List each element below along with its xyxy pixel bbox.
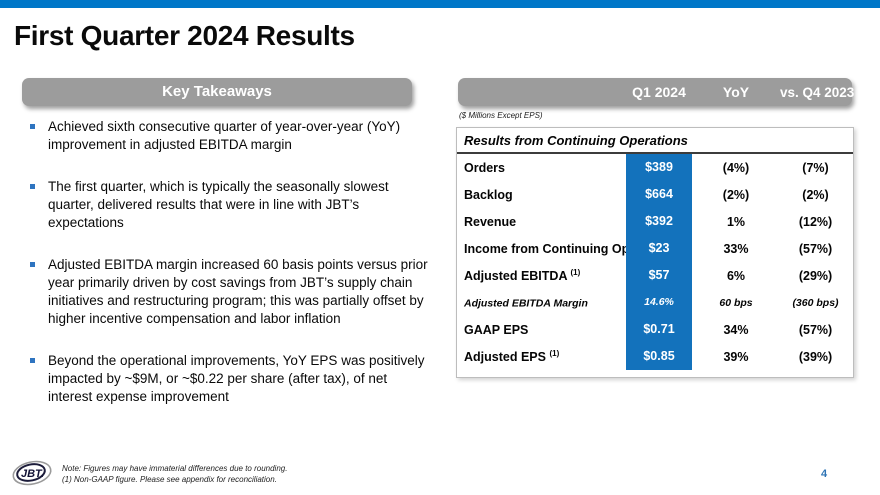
- row-label: Backlog: [464, 188, 513, 203]
- row-q1-value: $392: [626, 208, 692, 235]
- column-header-yoy: YoY: [722, 84, 750, 100]
- page-number: 4: [820, 468, 828, 480]
- row-vsq4-value: (29%): [798, 268, 833, 283]
- column-header-q1-2024: Q1 2024: [632, 84, 686, 100]
- row-label: Adjusted EBITDA (1): [464, 267, 581, 284]
- row-vsq4-value: (2%): [802, 187, 829, 202]
- table-row-orders: Orders $389 (4%) (7%): [457, 154, 853, 181]
- row-q1-value: $389: [626, 154, 692, 181]
- top-accent-bar: [0, 0, 880, 8]
- row-vsq4-value: (360 bps): [792, 296, 839, 309]
- row-yoy-value: 1%: [726, 214, 746, 229]
- list-item: Beyond the operational improvements, YoY…: [28, 352, 432, 406]
- row-q1-value: 14.6%: [626, 289, 692, 316]
- row-label: Adjusted EPS (1): [464, 348, 560, 365]
- table-section-title: Results from Continuing Operations: [457, 128, 853, 154]
- results-column-header-bar: Q1 2024 YoY vs. Q4 2023: [458, 78, 855, 106]
- table-row-adjusted-ebitda-margin: Adjusted EBITDA Margin 14.6% 60 bps (360…: [457, 289, 853, 316]
- key-takeaways-header: Key Takeaways: [22, 78, 412, 106]
- results-table: Results from Continuing Operations Order…: [456, 127, 854, 378]
- table-row-adjusted-ebitda: Adjusted EBITDA (1) $57 6% (29%): [457, 262, 853, 289]
- row-label: Orders: [464, 161, 505, 176]
- key-takeaways-list: Achieved sixth consecutive quarter of ye…: [28, 118, 432, 430]
- row-yoy-value: (2%): [722, 187, 750, 202]
- row-yoy-value: 34%: [723, 322, 749, 337]
- row-yoy-value: 60 bps: [719, 296, 753, 309]
- bullet-text: Beyond the operational improvements, YoY…: [48, 353, 425, 404]
- row-vsq4-value: (12%): [798, 214, 833, 229]
- column-header-vs-q4-2023: vs. Q4 2023: [780, 84, 855, 100]
- row-yoy-value: 39%: [723, 349, 749, 364]
- row-q1-value: $664: [626, 181, 692, 208]
- footnote-line-2: (1) Non-GAAP figure. Please see appendix…: [62, 475, 277, 484]
- row-label: Income from Continuing Ops.: [464, 242, 640, 257]
- row-vsq4-value: (39%): [798, 349, 833, 364]
- row-q1-value: $0.71: [626, 316, 692, 343]
- table-row-adjusted-eps: Adjusted EPS (1) $0.85 39% (39%): [457, 343, 853, 370]
- svg-text:JBT.: JBT.: [21, 468, 44, 480]
- row-vsq4-value: (7%): [802, 160, 829, 175]
- list-item: Achieved sixth consecutive quarter of ye…: [28, 118, 432, 154]
- table-row-gaap-eps: GAAP EPS $0.71 34% (57%): [457, 316, 853, 343]
- row-yoy-value: 6%: [726, 268, 746, 283]
- row-vsq4-value: (57%): [798, 322, 833, 337]
- bullet-square-icon: [30, 358, 35, 363]
- row-label: GAAP EPS: [464, 323, 529, 338]
- bullet-square-icon: [30, 184, 35, 189]
- row-vsq4-value: (57%): [798, 241, 833, 256]
- row-label: Adjusted EBITDA Margin: [464, 297, 588, 310]
- table-row-revenue: Revenue $392 1% (12%): [457, 208, 853, 235]
- bullet-text: Adjusted EBITDA margin increased 60 basi…: [48, 257, 428, 326]
- units-note: ($ Millions Except EPS): [459, 111, 543, 120]
- row-yoy-value: 33%: [723, 241, 749, 256]
- page-title: First Quarter 2024 Results: [14, 20, 355, 51]
- row-q1-value: $57: [626, 262, 692, 289]
- table-row-backlog: Backlog $664 (2%) (2%): [457, 181, 853, 208]
- bullet-text: Achieved sixth consecutive quarter of ye…: [48, 119, 401, 152]
- bullet-text: The first quarter, which is typically th…: [48, 179, 389, 230]
- row-yoy-value: (4%): [722, 160, 750, 175]
- bullet-square-icon: [30, 124, 35, 129]
- row-q1-value: $23: [626, 235, 692, 262]
- footnote-line-1: Note: Figures may have immaterial differ…: [62, 464, 288, 473]
- bullet-square-icon: [30, 262, 35, 267]
- list-item: Adjusted EBITDA margin increased 60 basi…: [28, 256, 432, 328]
- jbt-logo-icon: JBT.: [12, 460, 52, 486]
- jbt-logo: JBT.: [10, 456, 56, 495]
- row-label: Revenue: [464, 215, 517, 230]
- footnotes: Note: Figures may have immaterial differ…: [62, 463, 287, 485]
- row-q1-value: $0.85: [626, 343, 692, 370]
- list-item: The first quarter, which is typically th…: [28, 178, 432, 232]
- table-row-income-continuing-ops: Income from Continuing Ops. $23 33% (57%…: [457, 235, 853, 262]
